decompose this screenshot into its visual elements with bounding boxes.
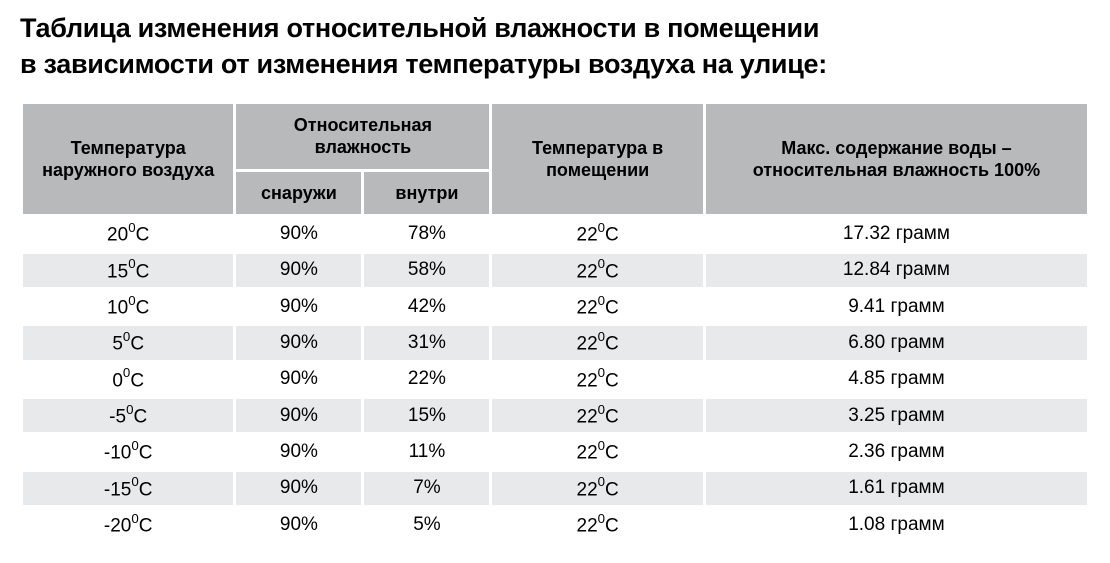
table-row: -100C90%11%220C2.36 грамм [22, 434, 1089, 470]
cell-outdoor-temp: 100C [22, 289, 235, 325]
cell-room-temp: 220C [491, 398, 704, 434]
header-max-water: Макс. содержание воды – относительная вл… [704, 102, 1088, 216]
table-row: -50C90%15%220C3.25 грамм [22, 398, 1089, 434]
cell-rh-in: 42% [363, 289, 491, 325]
cell-outdoor-temp: -150C [22, 470, 235, 506]
cell-room-temp: 220C [491, 434, 704, 470]
cell-rh-in: 15% [363, 398, 491, 434]
cell-rh-in: 22% [363, 361, 491, 397]
cell-outdoor-temp: -100C [22, 434, 235, 470]
table-row: 50C90%31%220C6.80 грамм [22, 325, 1089, 361]
table-row: 00C90%22%220C4.85 грамм [22, 361, 1089, 397]
cell-water: 1.08 грамм [704, 507, 1088, 543]
cell-outdoor-temp: -50C [22, 398, 235, 434]
page-title: Таблица изменения относительной влажност… [20, 10, 1090, 83]
header-room-temp: Температура в помещении [491, 102, 704, 216]
cell-rh-out: 90% [235, 325, 363, 361]
cell-room-temp: 220C [491, 289, 704, 325]
cell-rh-in: 31% [363, 325, 491, 361]
cell-room-temp: 220C [491, 470, 704, 506]
cell-rh-in: 58% [363, 252, 491, 288]
cell-water: 12.84 грамм [704, 252, 1088, 288]
cell-rh-out: 90% [235, 507, 363, 543]
cell-rh-out: 90% [235, 216, 363, 252]
cell-rh-out: 90% [235, 252, 363, 288]
table-row: -200C90%5%220C1.08 грамм [22, 507, 1089, 543]
cell-water: 9.41 грамм [704, 289, 1088, 325]
cell-rh-out: 90% [235, 361, 363, 397]
cell-rh-out: 90% [235, 434, 363, 470]
cell-water: 17.32 грамм [704, 216, 1088, 252]
cell-outdoor-temp: -200C [22, 507, 235, 543]
table-header: Температура наружного воздуха Относитель… [22, 102, 1089, 216]
cell-water: 1.61 грамм [704, 470, 1088, 506]
cell-rh-out: 90% [235, 470, 363, 506]
title-line-2: в зависимости от изменения температуры в… [20, 49, 827, 79]
cell-rh-in: 11% [363, 434, 491, 470]
header-rh-outside: снаружи [235, 170, 363, 216]
cell-rh-out: 90% [235, 398, 363, 434]
cell-room-temp: 220C [491, 361, 704, 397]
cell-rh-in: 78% [363, 216, 491, 252]
cell-rh-in: 5% [363, 507, 491, 543]
table-row: 200C90%78%220C17.32 грамм [22, 216, 1089, 252]
cell-outdoor-temp: 00C [22, 361, 235, 397]
header-rh-inside: внутри [363, 170, 491, 216]
table-row: 100C90%42%220C9.41 грамм [22, 289, 1089, 325]
humidity-table: Температура наружного воздуха Относитель… [20, 101, 1090, 544]
header-outdoor-temp: Температура наружного воздуха [22, 102, 235, 216]
header-rel-humidity: Относительная влажность [235, 102, 491, 170]
cell-room-temp: 220C [491, 507, 704, 543]
table-row: -150C90%7%220C1.61 грамм [22, 470, 1089, 506]
cell-water: 3.25 грамм [704, 398, 1088, 434]
title-line-1: Таблица изменения относительной влажност… [20, 13, 819, 43]
cell-outdoor-temp: 200C [22, 216, 235, 252]
table-body: 200C90%78%220C17.32 грамм150C90%58%220C1… [22, 216, 1089, 543]
cell-rh-in: 7% [363, 470, 491, 506]
cell-water: 6.80 грамм [704, 325, 1088, 361]
cell-water: 2.36 грамм [704, 434, 1088, 470]
table-row: 150C90%58%220C12.84 грамм [22, 252, 1089, 288]
cell-room-temp: 220C [491, 252, 704, 288]
cell-outdoor-temp: 50C [22, 325, 235, 361]
cell-room-temp: 220C [491, 216, 704, 252]
cell-outdoor-temp: 150C [22, 252, 235, 288]
cell-water: 4.85 грамм [704, 361, 1088, 397]
cell-room-temp: 220C [491, 325, 704, 361]
cell-rh-out: 90% [235, 289, 363, 325]
